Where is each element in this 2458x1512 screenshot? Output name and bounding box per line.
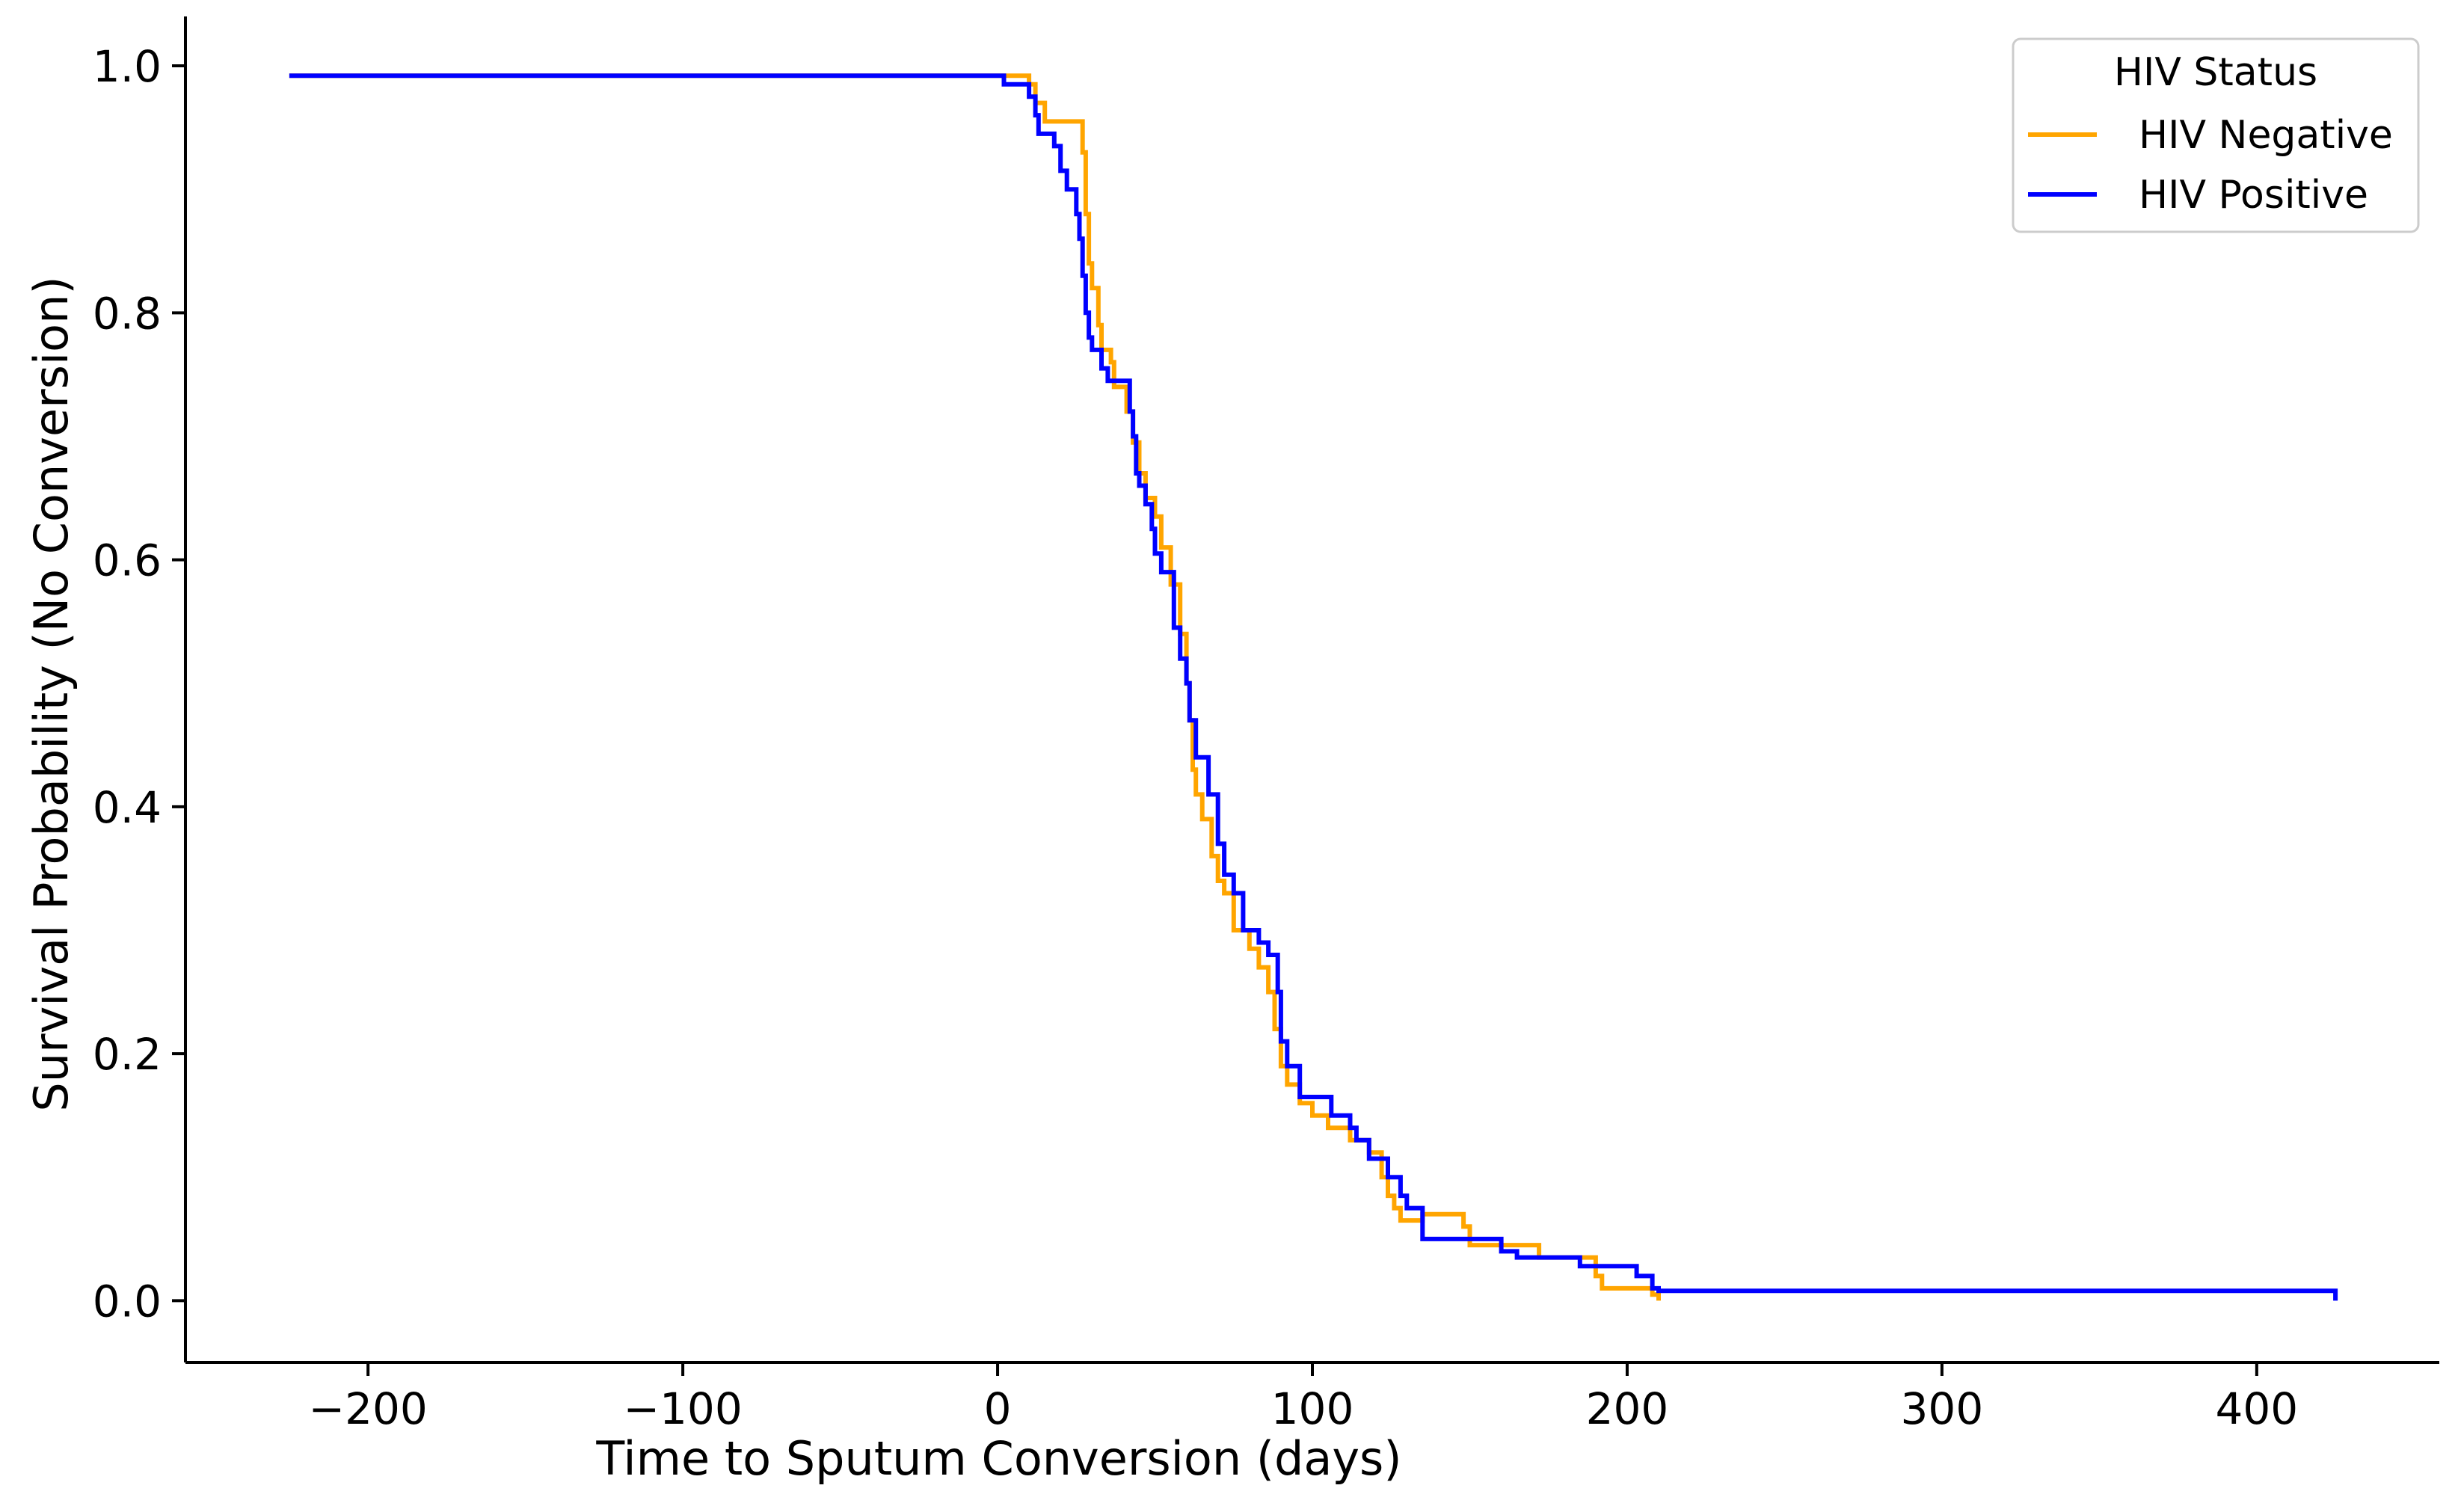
- y-tick-label: 0.8: [93, 288, 162, 339]
- legend-title: HIV Status: [2114, 50, 2317, 95]
- x-tick-label: 200: [1586, 1383, 1669, 1434]
- x-tick-label: 300: [1901, 1383, 1984, 1434]
- x-tick-label: −200: [308, 1383, 427, 1434]
- y-tick-label: 0.2: [93, 1029, 162, 1080]
- legend-entry: HIV Negative: [2139, 113, 2393, 158]
- legend-box: [2012, 37, 2420, 233]
- y-axis-label: Survival Probability (No Conversion): [24, 276, 79, 1111]
- legend-entry: HIV Positive: [2139, 173, 2368, 218]
- x-tick-label: 0: [984, 1383, 1012, 1434]
- x-tick-label: −100: [623, 1383, 742, 1434]
- series-line-hiv-negative: [289, 73, 1661, 1301]
- y-tick-label: 0.0: [93, 1276, 162, 1327]
- x-tick-label: 400: [2215, 1383, 2298, 1434]
- y-tick-label: 0.4: [93, 782, 162, 833]
- x-tick-label: 100: [1271, 1383, 1354, 1434]
- y-tick-label: 1.0: [93, 41, 162, 92]
- y-tick-label: 0.6: [93, 535, 162, 586]
- x-axis-label: Time to Sputum Conversion (days): [595, 1431, 1401, 1486]
- series-line-hiv-positive: [289, 73, 2338, 1301]
